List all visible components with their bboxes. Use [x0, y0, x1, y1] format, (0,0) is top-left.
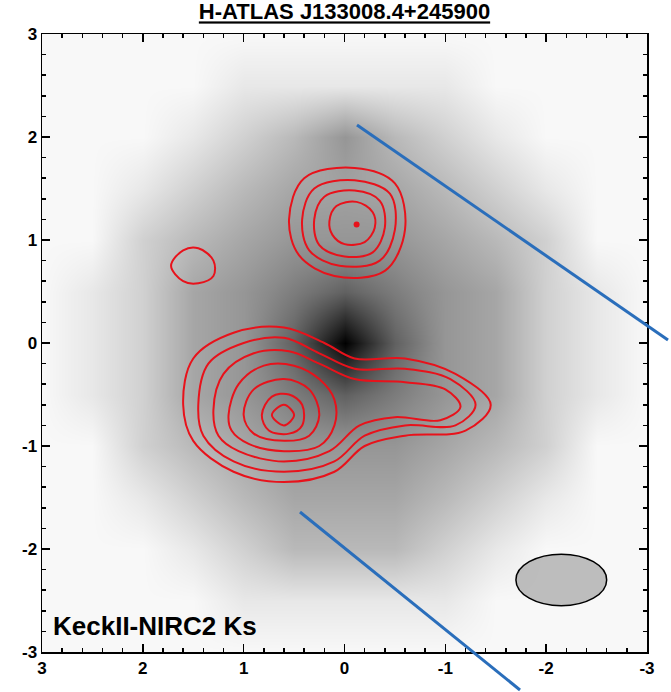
svg-text:H-ATLAS J133008.4+245900: H-ATLAS J133008.4+245900	[199, 0, 490, 24]
svg-text:1: 1	[28, 231, 37, 250]
svg-text:1: 1	[239, 659, 248, 678]
svg-text:3: 3	[28, 25, 37, 44]
svg-text:0: 0	[340, 659, 349, 678]
svg-text:-3: -3	[639, 659, 654, 678]
svg-text:-2: -2	[539, 659, 554, 678]
svg-text:-3: -3	[22, 643, 37, 662]
svg-text:3: 3	[37, 659, 46, 678]
svg-text:-1: -1	[438, 659, 453, 678]
svg-text:-2: -2	[22, 540, 37, 559]
svg-text:2: 2	[28, 128, 37, 147]
svg-text:-1: -1	[22, 437, 37, 456]
svg-text:0: 0	[28, 334, 37, 353]
svg-text:2: 2	[138, 659, 147, 678]
svg-text:KeckII-NIRC2 Ks: KeckII-NIRC2 Ks	[53, 611, 257, 641]
